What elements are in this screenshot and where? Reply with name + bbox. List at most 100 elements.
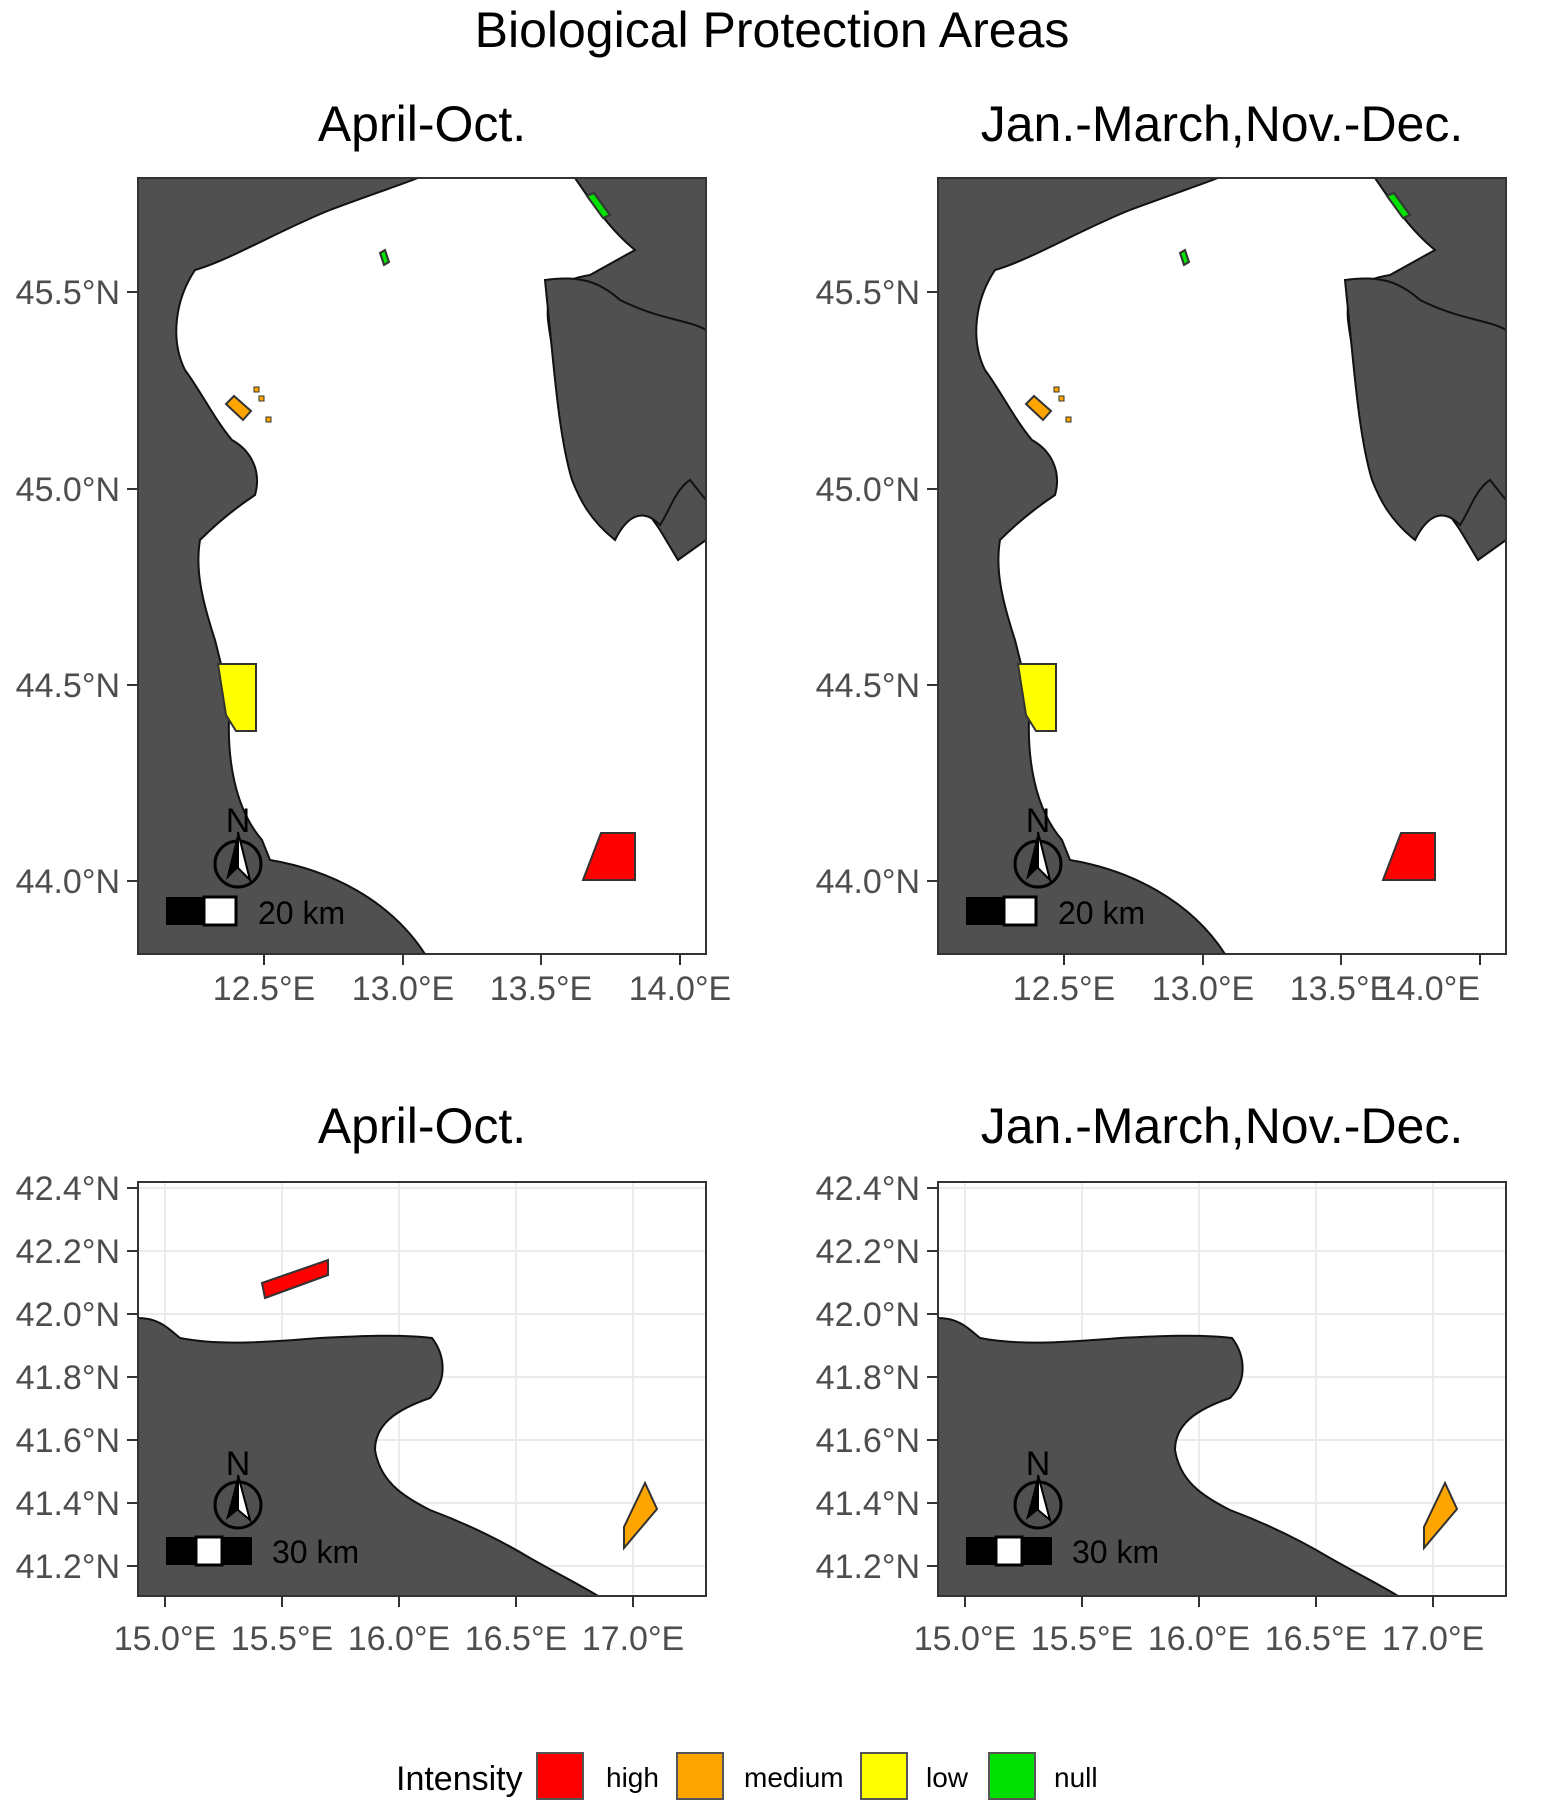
scale-bar: 30 km (166, 1534, 359, 1570)
scale-label: 30 km (272, 1534, 359, 1570)
y-tick-label: 42.2°N (16, 1233, 120, 1271)
y-tick-label: 41.2°N (816, 1548, 920, 1586)
null-area (378, 248, 391, 267)
medium-area (224, 394, 253, 422)
y-tick-label: 45.0°N (16, 471, 120, 509)
y-tick-label: 41.6°N (16, 1422, 120, 1460)
x-tick-label: 12.5°E (213, 970, 315, 1008)
legend-label-high: high (606, 1762, 659, 1793)
x-tick-label: 16.0°E (1148, 1620, 1250, 1658)
y-tick-label: 42.0°N (16, 1296, 120, 1334)
north-label: N (226, 1445, 251, 1483)
map-area (137, 177, 707, 955)
x-tick-label: 15.0°E (914, 1620, 1016, 1658)
panel-title: Jan.-March,Nov.-Dec. (980, 96, 1464, 152)
north-arrow: N (1013, 1445, 1063, 1530)
medium-area-small (253, 386, 260, 393)
medium-area (1024, 394, 1053, 422)
y-tick-label: 41.8°N (16, 1359, 120, 1397)
x-tick-label: 14.0°E (629, 970, 731, 1008)
north-label: N (1026, 1445, 1051, 1483)
medium-area-small (1065, 416, 1072, 423)
north-arrow: N (213, 1445, 263, 1530)
x-tick-label: 15.0°E (114, 1620, 216, 1658)
axis-ticks (927, 291, 1481, 965)
north-arrow: N (213, 802, 263, 889)
y-tick-label: 44.0°N (816, 863, 920, 901)
medium-area-small (265, 416, 272, 423)
scale-label: 20 km (1058, 895, 1145, 931)
scale-bar: 30 km (966, 1534, 1159, 1570)
null-area (1385, 191, 1412, 220)
medium-area (623, 1480, 659, 1551)
legend-label-medium: medium (744, 1762, 844, 1793)
x-axis-labels: 12.5°E 13.0°E 13.5°E 14.0°E (1013, 970, 1480, 1008)
high-area (260, 1258, 329, 1300)
panel-border (937, 1181, 1507, 1597)
null-area (585, 191, 612, 220)
legend-key-low (860, 1752, 908, 1800)
scale-label: 30 km (1072, 1534, 1159, 1570)
north-arrow: N (1013, 802, 1063, 889)
panel-border (137, 1181, 707, 1597)
y-tick-label: 42.2°N (816, 1233, 920, 1271)
y-tick-label: 44.5°N (16, 667, 120, 705)
y-axis-labels: 42.4°N 42.2°N 42.0°N 41.8°N 41.6°N 41.4°… (16, 1170, 120, 1586)
x-tick-label: 13.0°E (352, 970, 454, 1008)
x-tick-label: 14.0°E (1378, 970, 1480, 1008)
y-tick-label: 44.0°N (16, 863, 120, 901)
panel-title: April-Oct. (317, 96, 527, 152)
land (937, 1316, 1402, 1597)
y-tick-label: 44.5°N (816, 667, 920, 705)
y-tick-label: 41.8°N (816, 1359, 920, 1397)
istria-peninsula (543, 277, 707, 542)
medium-area-small (1058, 395, 1065, 402)
axis-ticks (127, 1187, 634, 1607)
legend-key-null (988, 1752, 1036, 1800)
medium-area (1423, 1480, 1459, 1551)
medium-area-small (258, 395, 265, 402)
x-tick-label: 13.5°E (490, 970, 592, 1008)
axis-ticks (927, 1187, 1434, 1607)
land (137, 1316, 602, 1597)
low-area (1016, 663, 1057, 732)
map-area (137, 1181, 707, 1597)
x-tick-label: 16.5°E (1265, 1620, 1367, 1658)
panel-border (937, 177, 1507, 955)
scale-bar: 20 km (966, 895, 1145, 931)
map-panel-south-jan-march-nov-dec: 42.4°N 42.2°N 42.0°N 41.8°N 41.6°N 41.4°… (816, 1170, 1507, 1658)
x-tick-label: 12.5°E (1013, 970, 1115, 1008)
map-area (937, 1181, 1507, 1597)
map-panel-north-jan-march-nov-dec: 45.5°N 45.0°N 44.5°N 44.0°N 12.5°E 13.0°… (816, 177, 1507, 1008)
scale-bar: 20 km (166, 895, 345, 931)
x-tick-label: 13.0°E (1152, 970, 1254, 1008)
y-tick-label: 41.4°N (816, 1485, 920, 1523)
y-tick-label: 41.6°N (816, 1422, 920, 1460)
null-area (1178, 248, 1191, 267)
legend-label-low: low (926, 1762, 969, 1793)
x-tick-label: 13.5°E (1290, 970, 1392, 1008)
north-label: N (226, 802, 251, 840)
y-tick-label: 41.4°N (16, 1485, 120, 1523)
x-axis-labels: 12.5°E 13.0°E 13.5°E 14.0°E (213, 970, 731, 1008)
istria-peninsula (1343, 277, 1507, 542)
high-area (1381, 832, 1436, 881)
y-tick-label: 45.5°N (816, 274, 920, 312)
x-tick-label: 15.5°E (1031, 1620, 1133, 1658)
map-panel-north-april-oct: 45.5°N 45.0°N 44.5°N 44.0°N 12.5°E 13.0°… (16, 177, 731, 1008)
legend-label-null: null (1054, 1762, 1098, 1793)
y-tick-label: 41.2°N (16, 1548, 120, 1586)
panel-title: April-Oct. (317, 1098, 527, 1154)
y-axis-labels: 42.4°N 42.2°N 42.0°N 41.8°N 41.6°N 41.4°… (816, 1170, 920, 1586)
high-area (581, 832, 636, 881)
y-axis-labels: 45.5°N 45.0°N 44.5°N 44.0°N (816, 274, 920, 901)
x-tick-label: 17.0°E (582, 1620, 684, 1658)
x-tick-label: 16.0°E (348, 1620, 450, 1658)
low-area (216, 663, 257, 732)
map-panel-south-april-oct: 42.4°N 42.2°N 42.0°N 41.8°N 41.6°N 41.4°… (16, 1170, 707, 1658)
x-tick-label: 17.0°E (1382, 1620, 1484, 1658)
y-tick-label: 42.4°N (16, 1170, 120, 1208)
north-label: N (1026, 802, 1051, 840)
y-tick-label: 45.5°N (16, 274, 120, 312)
main-title: Biological Protection Areas (474, 2, 1070, 58)
